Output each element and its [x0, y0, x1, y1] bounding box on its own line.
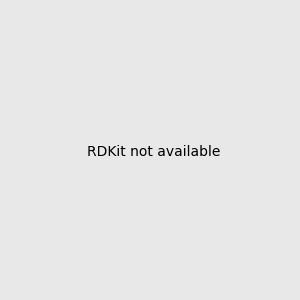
Text: RDKit not available: RDKit not available: [87, 145, 220, 158]
